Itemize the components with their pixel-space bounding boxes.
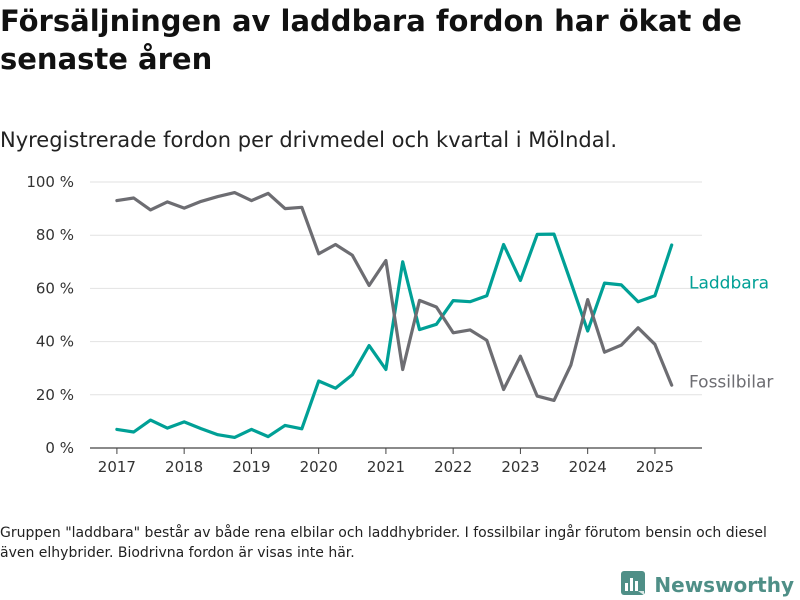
y-tick-label: 60 % xyxy=(36,279,74,297)
y-tick-label: 80 % xyxy=(36,226,74,244)
series-lines xyxy=(115,191,674,439)
series-line-fossilbilar xyxy=(115,191,674,402)
series-line-laddbara xyxy=(115,232,674,439)
series-label-fossilbilar: Fossilbilar xyxy=(689,372,773,392)
chart-footnote: Gruppen "laddbara" består av både rena e… xyxy=(0,525,767,561)
x-tick-label: 2021 xyxy=(367,458,405,476)
series-labels: Laddbara Fossilbilar xyxy=(689,273,773,392)
x-tick-label: 2020 xyxy=(300,458,338,476)
x-tick-label: 2018 xyxy=(165,458,203,476)
x-tick-label: 2019 xyxy=(232,458,270,476)
y-tick-label: 100 % xyxy=(26,173,74,191)
x-tick-label: 2023 xyxy=(501,458,539,476)
x-tick-label: 2017 xyxy=(98,458,136,476)
y-tick-label: 20 % xyxy=(36,386,74,404)
bar-chart-logo-icon xyxy=(620,570,646,600)
gridlines xyxy=(90,181,702,449)
brand-name: Newsworthy xyxy=(654,573,794,597)
page-title: Försäljningen av laddbara fordon har öka… xyxy=(0,4,742,76)
y-axis-ticks: 0 % 20 % 40 % 60 % 80 % 100 % xyxy=(26,173,74,457)
x-tick-label: 2024 xyxy=(569,458,607,476)
y-tick-label: 0 % xyxy=(45,439,74,457)
x-tick-label: 2022 xyxy=(434,458,472,476)
brand-logo: Newsworthy xyxy=(620,570,794,600)
x-axis-ticks: 2017 2018 2019 2020 2021 2022 2023 2024 2025 xyxy=(98,448,674,476)
line-chart: 0 % 20 % 40 % 60 % 80 % 100 % 2017 2018 2019 202… xyxy=(26,173,773,476)
chart-subtitle: Nyregistrerade fordon per drivmedel och … xyxy=(0,128,618,152)
y-tick-label: 40 % xyxy=(36,333,74,351)
x-tick-label: 2025 xyxy=(636,458,674,476)
series-label-laddbara: Laddbara xyxy=(689,273,769,293)
